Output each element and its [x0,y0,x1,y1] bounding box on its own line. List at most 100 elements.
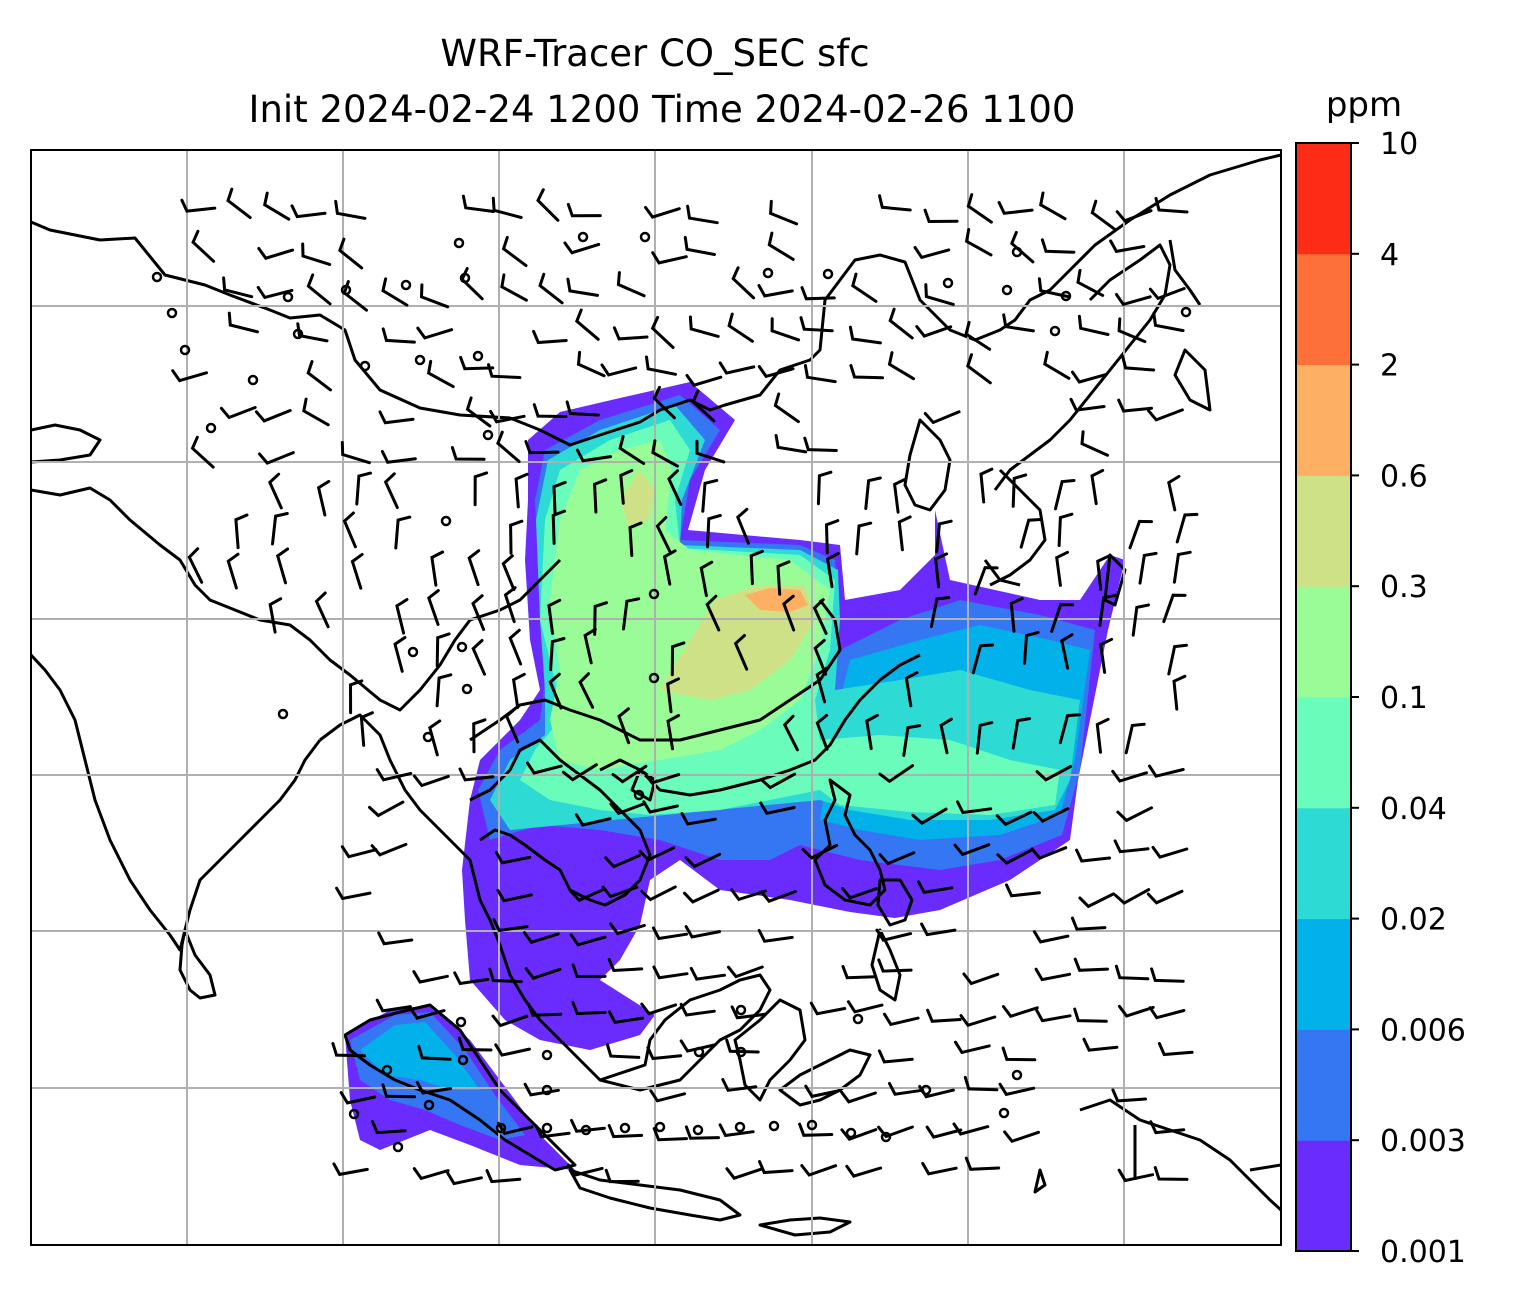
wind-barb [1039,191,1067,221]
wind-barb [736,507,750,545]
wind-barb [383,472,399,509]
wind-barb [902,724,922,757]
calm-wind-marker [457,1054,469,1066]
wind-barb [920,922,957,937]
wind-barb [494,1043,531,1057]
wind-barb [1138,551,1158,585]
wind-barb [911,807,948,826]
wind-barb [296,322,329,343]
wind-barb [721,1078,758,1092]
calm-wind-marker [806,1119,818,1131]
wind-barb [883,1012,920,1027]
wind-barb [864,476,882,510]
wind-barb [998,1082,1036,1097]
wind-barb [855,521,873,556]
wind-barb [757,929,794,943]
map-frame [30,149,1282,1246]
wind-barb [825,552,840,589]
colorbar-tick-label: 0.001 [1380,1235,1466,1270]
wind-barb [1146,889,1184,905]
wind-barb [1116,806,1153,823]
wind-barb [804,1084,841,1099]
wind-barb [799,316,834,333]
wind-barb [887,351,915,381]
wind-barb [888,1082,925,1096]
wind-barb [725,1167,763,1180]
wind-barb [395,598,409,635]
calm-wind-marker [282,291,294,303]
calm-wind-marker [852,1013,864,1025]
wind-barb [667,469,683,506]
wind-barb [1128,519,1153,550]
wind-barb [913,246,951,260]
wind-barb [417,1044,452,1061]
wind-barb [496,888,533,903]
wind-barb [954,1040,991,1055]
wind-barb [1003,1130,1040,1144]
wind-barb [679,1002,716,1017]
wind-barb [489,409,526,424]
wind-barb [453,971,490,986]
wind-barb [897,515,912,552]
wind-barb [684,1125,720,1140]
wind-barb [964,1156,1001,1171]
wind-barb [501,554,516,592]
wind-barb [652,385,676,420]
calm-wind-marker [633,789,645,801]
wind-barb [496,1121,534,1136]
wind-barb [460,267,484,301]
wind-barb [655,516,672,553]
wind-barb [381,277,409,307]
wind-barb [1011,717,1032,750]
wind-barb [504,706,520,744]
wind-barb [254,409,292,423]
wind-barb [381,327,416,344]
wind-barb [338,237,364,270]
wind-barb [342,280,368,312]
wind-barb [666,714,681,751]
wind-barb [666,677,680,714]
wind-barb [733,634,749,671]
wind-barb [1111,769,1148,783]
wind-barb [662,549,677,586]
wind-barb [695,439,726,464]
colorbar-segment [1296,807,1351,920]
colorbar-segment [1296,253,1351,366]
wind-barb [1078,892,1115,909]
calm-wind-marker [423,1099,435,1111]
wind-barb [340,845,378,859]
wind-barb [971,643,994,675]
wind-barb [450,446,486,461]
wind-barb [561,763,598,782]
wind-barb [496,430,521,463]
wind-barb [527,1002,563,1017]
wind-barb [652,1127,688,1142]
calm-wind-marker [1011,1069,1023,1081]
wind-barb [1009,597,1024,633]
wind-barb [600,363,638,377]
wind-barb [770,317,801,342]
wind-barb [1099,637,1114,674]
wind-barb [570,1118,606,1133]
wind-barb [1175,512,1199,544]
wind-barb [688,315,720,338]
calm-wind-marker [942,277,954,289]
calm-wind-marker [482,429,494,441]
wind-barb [918,1085,955,1099]
wind-barb [851,272,878,303]
calm-wind-marker [277,708,289,720]
wind-barb [446,1171,483,1186]
wind-barb [275,547,290,585]
wind-barb [730,1005,767,1020]
wind-barb [877,1125,914,1139]
wind-barb [339,1091,377,1105]
wind-barb [609,922,646,936]
wind-barb [1054,479,1076,511]
calm-wind-marker [440,515,452,527]
calm-wind-marker [247,374,259,386]
wind-barb [973,566,999,596]
wind-barb [798,1122,834,1137]
calm-wind-marker [392,1141,404,1153]
wind-barb [180,198,217,213]
